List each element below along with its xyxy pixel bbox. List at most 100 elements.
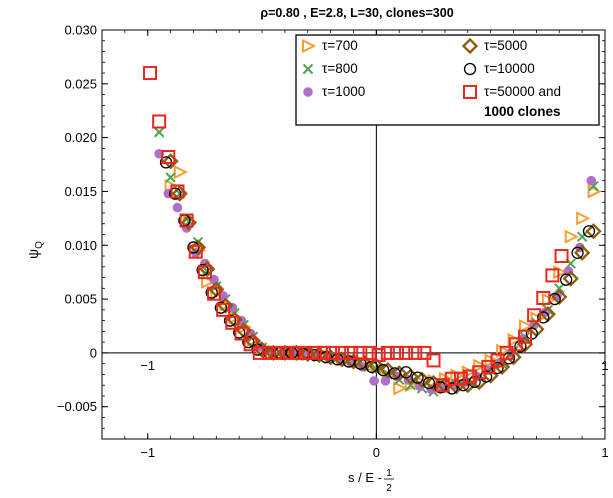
x-tick-label: −1 [140,445,155,460]
data-point [518,318,534,334]
data-point [153,127,165,138]
data-point [173,164,188,180]
data-point [461,37,479,55]
legend-label: τ=800 [322,61,358,76]
data-point [391,365,408,382]
data-point [161,150,176,165]
legend-label-bold: 1000 clones [484,104,561,119]
data-point [368,357,385,374]
data-point [207,286,222,301]
data-points [143,66,602,397]
data-point [507,332,522,348]
inner-x-tick-label: 1 [601,358,608,373]
data-point [445,382,458,395]
data-point [234,326,249,341]
data-point [252,345,267,360]
legend-label: τ=1000 [322,84,365,99]
data-point [169,187,182,200]
series-4 [159,156,596,395]
data-point [471,373,488,391]
data-point [187,241,200,254]
data-point [307,345,322,360]
data-point [576,211,591,226]
data-point [389,345,404,360]
data-point [225,315,240,330]
legend-item-2: τ=1000 [303,84,365,99]
data-point [179,213,194,228]
legend: τ=700 τ=800 τ=1000 τ=5000 τ=10000 τ=50000 and… [295,34,600,126]
data-point [537,311,550,324]
data-point [571,246,584,259]
inner-x-tick-label: −1 [140,358,155,373]
legend-label: τ=5000 [484,38,527,53]
data-point [576,231,588,242]
x-axis-label-main: s / E - [348,470,382,485]
data-point [463,85,477,99]
legend-label: τ=50000 and [484,84,561,99]
data-point [422,376,436,390]
x-tick-label: 1 [601,445,608,460]
legend-item-3: τ=5000 [461,37,527,55]
legend-box [295,34,600,126]
data-point [491,361,504,375]
y-tick-label: 0.020 [64,130,97,145]
legend-item-1: τ=800 [302,61,358,76]
data-point [289,345,304,360]
data-point [197,265,212,280]
legend-item-5: τ=50000 and 1000 clones [463,84,561,119]
data-point [553,265,568,280]
x-axis-label-frac-num: 1 [386,468,392,479]
data-point [508,337,523,352]
data-point [335,345,350,360]
data-point [415,381,425,392]
data-point [444,371,459,386]
data-point [271,345,286,360]
legend-item-0: τ=700 [302,38,358,54]
series-5 [143,66,569,393]
data-point [490,353,505,368]
data-point [551,288,568,306]
data-point [425,374,442,392]
data-point [585,223,602,240]
legend-item-4: τ=10000 [463,61,535,76]
y-axis-label: ψQ [25,241,45,259]
y-axis-label-sub: Q [34,241,45,249]
x-axis-label-frac-den: 2 [386,483,392,494]
y-tick-label: 0 [90,345,97,360]
data-point [463,369,478,384]
data-point [380,376,391,386]
data-point [302,63,314,75]
data-point [302,38,317,54]
data-point [243,337,258,352]
data-point [408,345,423,360]
data-point [165,172,176,183]
y-tick-label: 0.030 [64,23,97,38]
data-point [574,244,591,261]
data-point [280,345,295,360]
data-point [353,345,368,360]
data-point [527,308,542,323]
data-point [196,263,209,277]
data-point [426,353,441,368]
data-point [325,345,340,360]
data-point [514,340,527,353]
data-point [417,345,432,360]
data-point [399,366,413,379]
legend-label: τ=700 [322,38,358,53]
x-tick-label: 0 [373,445,380,460]
data-point [170,184,185,199]
data-point [411,371,424,384]
y-tick-label: 0.025 [64,76,97,91]
chart-title: ρ=0.80 , E=2.8, L=30, clones=300 [260,6,453,20]
x-axis-label: s / E - 1 2 [348,468,394,494]
data-point [261,345,276,360]
ticks: 0.030 0.025 0.020 0.015 0.010 0.005 0 −0.005 −1 0… [57,23,609,461]
data-point [505,349,522,366]
data-point [298,345,313,360]
data-point [587,184,602,199]
y-tick-label: 0.015 [64,184,97,199]
data-point [214,301,228,314]
data-point [426,384,437,395]
data-point [371,348,386,363]
